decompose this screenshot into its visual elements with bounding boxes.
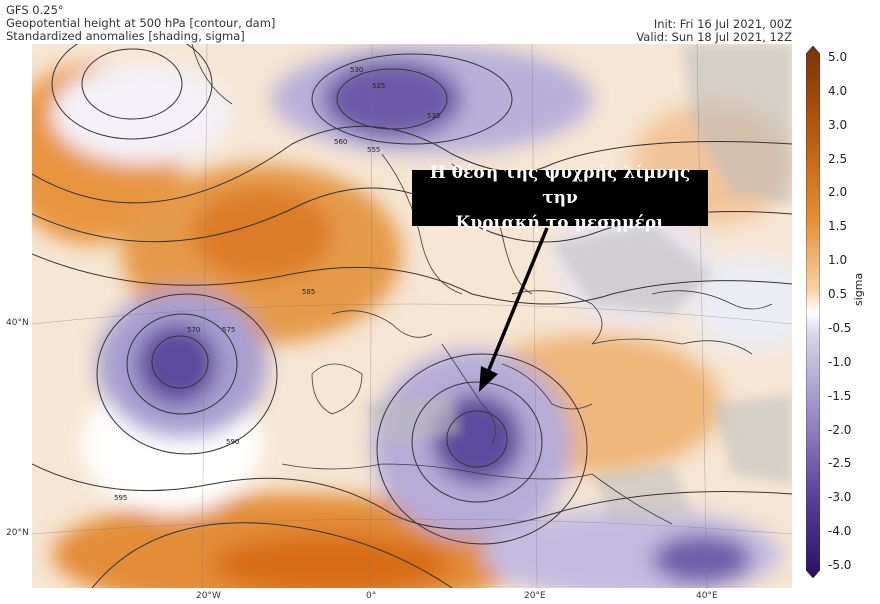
anomaly-shading [32, 44, 792, 588]
callout-line-1: Η θέση της ψυχρής λίμνης την [429, 162, 691, 208]
lon-label-40e: 40°E [696, 591, 718, 601]
colorbar-tick-label: 2.5 [828, 151, 848, 166]
callout-box: Η θέση της ψυχρής λίμνης την Κυριακή το … [412, 163, 708, 233]
colorbar-tick-label: 1.0 [828, 253, 848, 268]
graticule [32, 44, 792, 588]
weather-map: 525 530 535 555 560 570 575 585 590 595 [32, 44, 792, 588]
contour-label: 560 [334, 138, 347, 146]
colorbar-tick-label: -1.5 [828, 388, 852, 403]
colorbar-tick-label: 5.0 [828, 50, 848, 64]
contour-label: 555 [367, 146, 380, 154]
contour-label: 570 [187, 326, 200, 334]
shading-description: Standardized anomalies [shading, sigma] [6, 29, 245, 43]
contour-label: 595 [114, 494, 127, 502]
colorbar-tick-label: -3.0 [828, 490, 852, 505]
model-label: GFS 0.25° [6, 3, 64, 17]
colorbar-tick-label: -2.0 [828, 422, 852, 437]
contour-labels: 525 530 535 555 560 570 575 585 590 595 [114, 66, 440, 502]
contour-label: 590 [226, 438, 239, 446]
contour-label: 530 [350, 66, 363, 74]
colorbar-tick-label: 0.5 [828, 287, 848, 302]
contour-label: 525 [372, 82, 385, 90]
colorbar-tick-label: -5.0 [828, 558, 852, 572]
map-header-right: Init: Fri 16 Jul 2021, 00Z Valid: Sun 18… [636, 18, 792, 44]
lon-label-20e: 20°E [524, 591, 546, 601]
colorbar-tick-label: -0.5 [828, 320, 852, 335]
valid-time: Valid: Sun 18 Jul 2021, 12Z [636, 30, 792, 44]
callout-arrow [479, 227, 549, 392]
lon-label-20w: 20°W [196, 591, 221, 601]
contour-label: 535 [427, 112, 440, 120]
map-header-left: GFS 0.25° Geopotential height at 500 hPa… [6, 4, 275, 43]
land-areas [362, 44, 792, 524]
colorbar-label: sigma [852, 272, 865, 306]
colorbar-tick-label: 2.0 [828, 185, 848, 200]
colorbar [806, 46, 820, 578]
coastlines [191, 44, 773, 525]
colorbar-tick-label: -4.0 [828, 524, 852, 539]
colorbar-tick-label: -2.5 [828, 456, 852, 471]
colorbar-tick-label: 1.5 [828, 219, 848, 234]
callout-line-2: Κυριακή το μεσημέρι [455, 212, 665, 233]
colorbar-tick-label: 3.0 [828, 117, 848, 132]
contour-label: 575 [222, 326, 235, 334]
lat-label-40n: 40°N [6, 318, 29, 328]
lon-label-0: 0° [366, 591, 377, 601]
contour-description: Geopotential height at 500 hPa [contour,… [6, 16, 276, 30]
colorbar-tick-label: -1.0 [828, 354, 852, 369]
init-time: Init: Fri 16 Jul 2021, 00Z [653, 17, 792, 31]
colorbar-tick-label: 4.0 [828, 83, 848, 98]
lat-label-20n: 20°N [6, 528, 29, 538]
contour-label: 585 [302, 288, 315, 296]
